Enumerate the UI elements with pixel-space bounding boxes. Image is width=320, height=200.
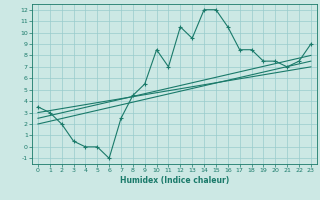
X-axis label: Humidex (Indice chaleur): Humidex (Indice chaleur) [120, 176, 229, 185]
